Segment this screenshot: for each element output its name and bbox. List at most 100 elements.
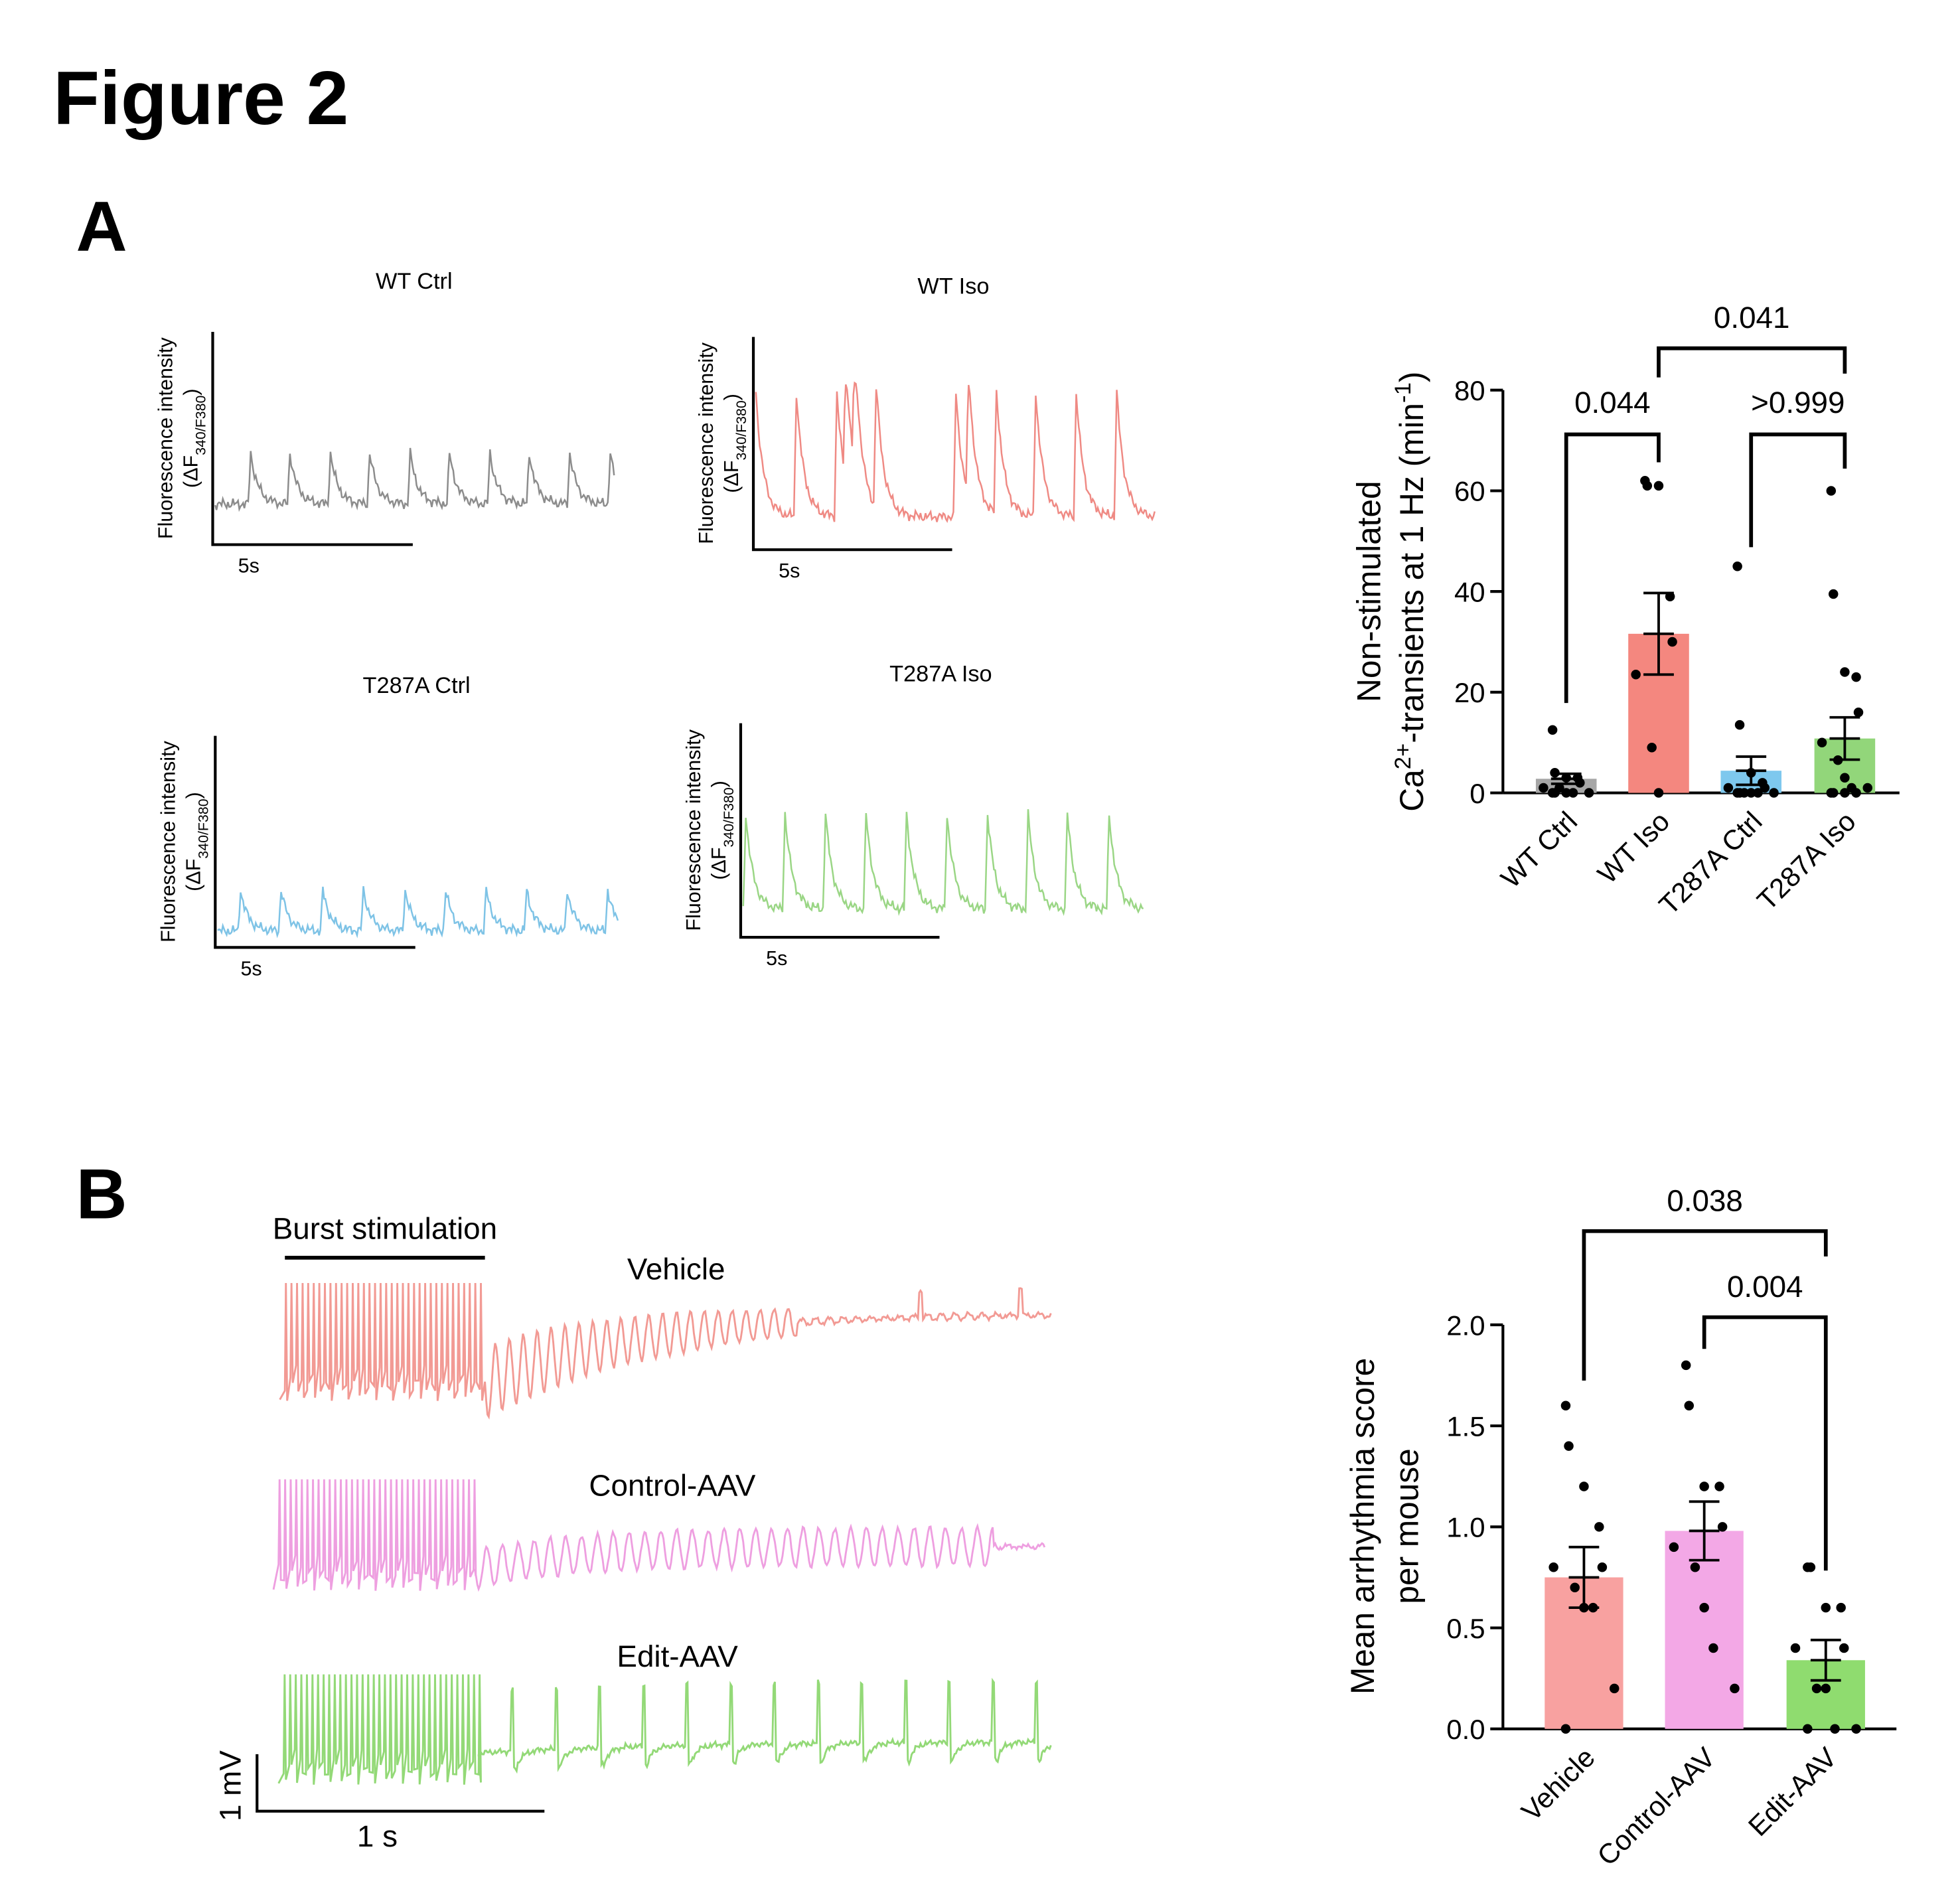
error-bar — [1568, 1545, 1600, 1610]
x-tick-label: Edit-AAV — [1742, 1742, 1843, 1842]
error-bar — [1810, 1638, 1841, 1682]
y-tick-label: 0 — [1470, 778, 1485, 809]
axis — [211, 331, 413, 546]
axis — [751, 337, 952, 552]
data-point — [1561, 773, 1571, 783]
significance-bracket — [1749, 432, 1847, 548]
scale-label: 5s — [240, 957, 262, 980]
label-part: 340/F380 — [193, 395, 209, 455]
data-point — [1730, 1683, 1740, 1694]
trace-title: WT Ctrl — [376, 269, 453, 294]
y-tick-label: 2.0 — [1446, 1310, 1485, 1341]
data-point — [1769, 788, 1779, 798]
data-point — [1830, 1724, 1840, 1734]
scale-label: 5s — [766, 947, 787, 970]
data-point — [1821, 1602, 1831, 1613]
data-point — [1811, 1683, 1822, 1694]
panel-label: A — [76, 187, 127, 266]
data-point — [1851, 1724, 1861, 1734]
label-part: ) — [182, 792, 204, 798]
data-point — [1560, 1724, 1571, 1734]
data-point — [1851, 788, 1861, 798]
y-axis-label: (ΔF340/F380) — [720, 394, 749, 493]
data-point — [1853, 707, 1864, 718]
data-point — [1699, 1481, 1709, 1491]
data-point — [1548, 1562, 1558, 1572]
y-tick-label: 0.5 — [1446, 1613, 1485, 1644]
x-tick-label: T287A Iso — [1751, 805, 1862, 916]
trace-title: Control-AAV — [589, 1469, 755, 1503]
data-point — [1550, 788, 1560, 798]
annotation: Burst stimulation — [273, 1211, 497, 1245]
trace-title: WT Iso — [917, 274, 989, 299]
figure-title: Figure 2 — [53, 56, 348, 141]
label-part: Ca — [1393, 769, 1430, 812]
data-point — [1790, 1643, 1801, 1653]
trace-title: Vehicle — [627, 1252, 725, 1286]
y-tick-label: 20 — [1454, 677, 1485, 708]
data-point — [1575, 778, 1585, 788]
label-part: ) — [180, 388, 202, 395]
panel-label: B — [76, 1154, 127, 1234]
y-axis-label: per mouse — [1389, 1448, 1426, 1604]
x-tick-label: WT Ctrl — [1495, 805, 1583, 893]
data-point — [1828, 589, 1839, 599]
data-point — [1588, 1602, 1598, 1613]
data-point — [1828, 788, 1839, 798]
data-point — [1734, 719, 1745, 730]
data-point — [1833, 755, 1843, 765]
y-axis-label: Mean arrhythmia score — [1344, 1358, 1381, 1695]
y-axis-label: (ΔF340/F380) — [708, 781, 737, 880]
data-point — [1560, 1400, 1571, 1411]
trace-title: T287A Ctrl — [363, 673, 471, 698]
y-axis-label: (ΔF340/F380) — [182, 792, 211, 891]
data-point — [1550, 767, 1560, 778]
label-part: (ΔF — [182, 859, 204, 891]
data-point — [1714, 1481, 1724, 1491]
y-axis-label: Fluorescence intensity — [154, 337, 177, 539]
scale-bar — [256, 1754, 545, 1813]
trace — [755, 381, 1156, 523]
label-part: 340/F380 — [721, 787, 737, 847]
label-part: ) — [720, 394, 743, 400]
x-tick-label: WT Iso — [1592, 805, 1676, 889]
data-point — [1579, 1481, 1589, 1491]
axis — [214, 735, 415, 949]
y-axis-label: (ΔF340/F380) — [180, 388, 209, 488]
y-tick-label: 80 — [1454, 375, 1485, 406]
significance-bracket — [1582, 1229, 1828, 1381]
y-axis-label: Fluorescence intensity — [682, 729, 705, 931]
data-point — [1746, 767, 1756, 778]
trace-title: Edit-AAV — [617, 1639, 738, 1673]
data-point — [1690, 1562, 1700, 1572]
y-tick-label: 1.0 — [1446, 1512, 1485, 1543]
significance-bracket — [1657, 346, 1847, 378]
data-point — [1667, 637, 1677, 647]
scale-label: 1 mV — [213, 1750, 247, 1821]
scale-label: 5s — [779, 560, 800, 582]
data-point — [1805, 1562, 1816, 1572]
label-part: 340/F380 — [733, 400, 749, 460]
data-point — [1803, 1724, 1813, 1734]
data-point — [1862, 783, 1872, 793]
trace — [277, 1674, 1052, 1785]
scale-label: 5s — [238, 555, 260, 577]
data-point — [1836, 1602, 1846, 1613]
data-point — [1669, 1542, 1679, 1552]
data-point — [1653, 788, 1664, 798]
data-point — [1597, 1562, 1608, 1572]
data-point — [1653, 481, 1664, 491]
data-point — [1708, 1643, 1718, 1653]
error-bar — [1643, 591, 1674, 676]
trace — [217, 886, 619, 939]
y-tick-label: 40 — [1454, 576, 1485, 607]
data-point — [1584, 788, 1594, 798]
data-point — [1564, 1441, 1574, 1451]
data-point — [1568, 788, 1578, 798]
trace — [742, 809, 1144, 917]
error-bar — [1829, 716, 1860, 761]
y-axis-label: Non-stimulated — [1350, 481, 1387, 702]
p-value: 0.041 — [1714, 301, 1790, 335]
x-tick-label: Vehicle — [1515, 1742, 1601, 1827]
